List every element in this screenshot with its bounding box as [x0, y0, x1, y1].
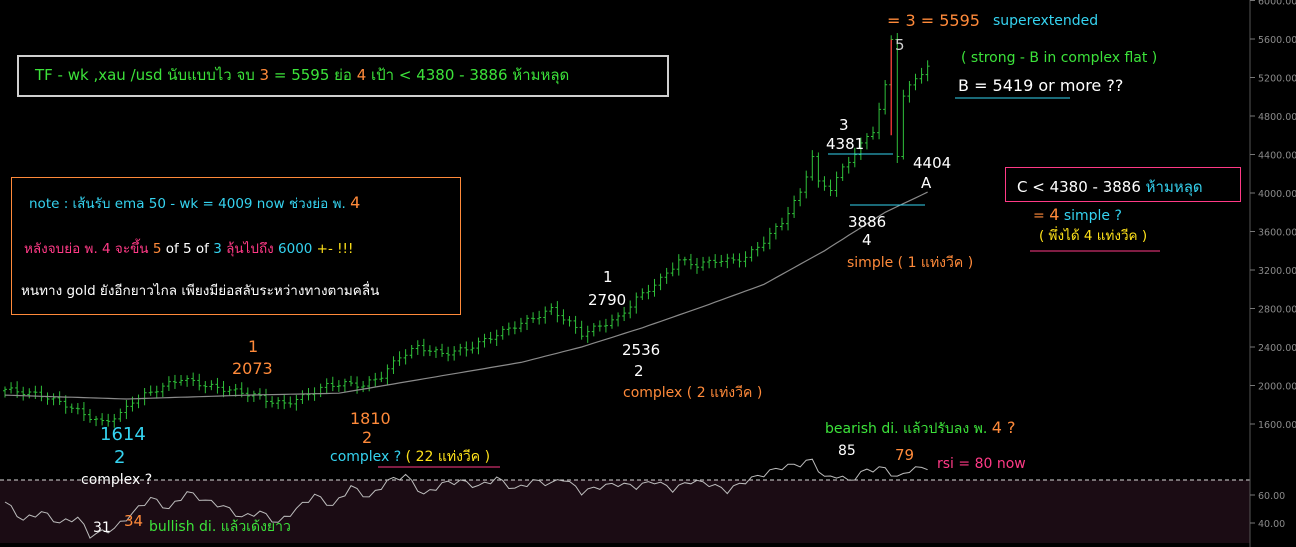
- note-line-1-wave: 4: [350, 193, 360, 212]
- label-wave2a-complex-b: ( 22 แท่งวีค ): [406, 449, 490, 465]
- label-a-price: 4404: [913, 154, 951, 172]
- rsi-tick-label: 60.00: [1258, 491, 1285, 502]
- label-just-4-weeks: ( พึ่งได้ 4 แท่งวีค ): [1039, 226, 1147, 244]
- price-tick-label: 4000.00: [1258, 189, 1296, 200]
- label-rsi-85: 85: [838, 443, 856, 459]
- label-wave4-num: 4: [862, 231, 872, 249]
- note-line-2-f: 6000: [278, 241, 312, 257]
- price-tick-label: 2800.00: [1258, 305, 1296, 316]
- label-wave3-price: 4381: [826, 135, 864, 153]
- price-tick-label: 6000.00: [1258, 0, 1296, 8]
- note-line-2-c: of 5 of: [161, 241, 213, 257]
- label-bullish: bullish di. แล้วเด้งยาว: [149, 519, 291, 535]
- label-wave2a-complex: complex ? ( 22 แท่งวีค ): [330, 449, 490, 465]
- header-text-2: 3: [260, 66, 270, 84]
- note-line-2-a: หลังจบย่อ พ. 4 จะขึ้น: [24, 241, 153, 257]
- note-line-2-g: +- !!!: [312, 241, 353, 257]
- header-text-4: 4: [357, 66, 367, 84]
- label-eq4-part: =: [1033, 208, 1049, 224]
- label-bearish-b: 4 ?: [992, 418, 1016, 437]
- label-rsi-34: 34: [124, 512, 143, 530]
- label-wave2b-num: 2: [634, 362, 644, 380]
- c-target-box: C < 4380 - 3886 ห้ามหลุด: [1005, 167, 1241, 202]
- label-low-num: 2: [114, 447, 125, 468]
- price-tick-label: 2000.00: [1258, 382, 1296, 393]
- label-low-complex: complex ?: [81, 472, 152, 488]
- note-line-2-d: 3: [213, 241, 222, 257]
- note-line-1: note : เส้นรับ ema 50 - wk = 4009 now ช่…: [29, 192, 360, 214]
- note-line-2: หลังจบย่อ พ. 4 จะขึ้น 5 of 5 of 3 ลุ้นไป…: [24, 237, 353, 259]
- label-b-target: B = 5419 or more ??: [958, 76, 1123, 95]
- label-rsi-31: 31: [93, 520, 111, 536]
- price-tick-label: 4800.00: [1258, 112, 1296, 123]
- label-wave1a-num: 1: [248, 337, 258, 356]
- label-wave2a-price: 1810: [350, 409, 391, 428]
- c-target-forbid: ห้ามหลุด: [1146, 178, 1203, 196]
- label-wave2a-num: 2: [362, 428, 372, 447]
- label-wave1b-num: 1: [603, 268, 613, 286]
- label-wave2b-complex: complex ( 2 แท่งวีค ): [623, 385, 762, 401]
- note-line-2-e: ลุ้นไปถึง: [222, 241, 278, 257]
- price-tick-label: 5600.00: [1258, 35, 1296, 46]
- label-wave1a-price: 2073: [232, 359, 273, 378]
- label-rsi-79: 79: [895, 446, 914, 464]
- note-line-1-text: note : เส้นรับ ema 50 - wk = 4009 now ช่…: [29, 196, 350, 212]
- header-box: TF - wk ,xau /usd นับแบบไว จบ 3 = 5595 ย…: [17, 55, 669, 97]
- label-wave3-num: 3: [839, 116, 849, 134]
- label-strong-b: ( strong - B in complex flat ): [961, 50, 1157, 66]
- price-tick-label: 3200.00: [1258, 266, 1296, 277]
- label-rsi-now: rsi = 80 now: [937, 456, 1026, 472]
- label-superextended-eq: = 3 = 5595: [887, 11, 980, 30]
- price-tick-label: 5200.00: [1258, 74, 1296, 85]
- price-tick-label: 1600.00: [1258, 420, 1296, 431]
- price-tick-label: 3600.00: [1258, 228, 1296, 239]
- note-box: note : เส้นรับ ema 50 - wk = 4009 now ช่…: [11, 177, 461, 315]
- header-text-1: TF - wk ,xau /usd นับแบบไว จบ: [35, 66, 260, 84]
- rsi-tick-label: 40.00: [1258, 519, 1285, 530]
- price-tick-label: 4400.00: [1258, 151, 1296, 162]
- label-eq4-simple: = 4 simple ?: [1033, 205, 1122, 224]
- c-target-text: C < 4380 - 3886: [1017, 178, 1141, 196]
- label-wave4-simple: simple ( 1 แท่งวีค ): [847, 255, 973, 271]
- label-low-price: 1614: [100, 424, 146, 445]
- label-wave4-price: 3886: [848, 213, 886, 231]
- label-eq4-part: simple ?: [1059, 208, 1122, 224]
- label-bearish-a: bearish di. แล้วปรับลง พ.: [825, 421, 992, 437]
- label-a: A: [921, 174, 932, 192]
- label-bearish: bearish di. แล้วปรับลง พ. 4 ?: [825, 418, 1016, 437]
- label-eq4-part: 4: [1049, 205, 1059, 224]
- header-text-5: เป้า < 4380 - 3886 ห้ามหลุด: [366, 66, 569, 84]
- label-wave1b-price: 2790: [588, 291, 626, 309]
- label-wave2a-complex-a: complex ?: [330, 449, 406, 465]
- label-superextended: superextended: [993, 13, 1098, 29]
- price-tick-label: 2400.00: [1258, 343, 1296, 354]
- label-wave5: 5: [895, 36, 905, 54]
- label-wave2b-price: 2536: [622, 341, 660, 359]
- note-line-3: หนทาง gold ยังอีกยาวไกล เพียงมีย่อสลับระ…: [21, 279, 379, 301]
- header-text-3: = 5595 ย่อ: [269, 66, 357, 84]
